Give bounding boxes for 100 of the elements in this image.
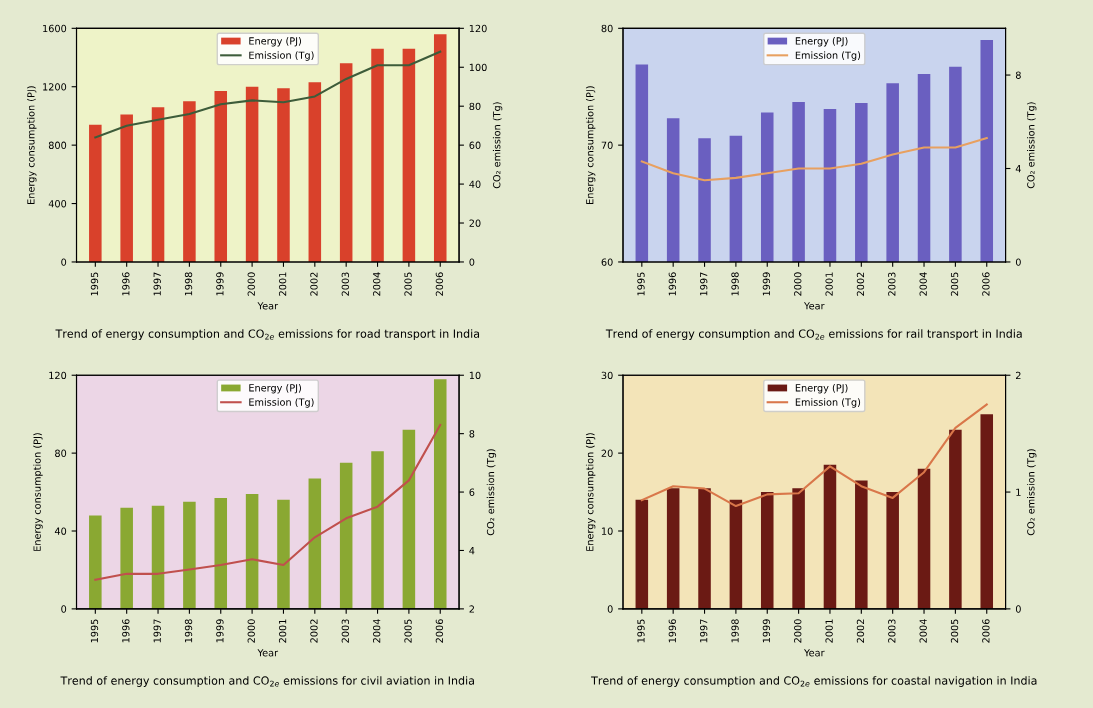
bar (339, 63, 353, 262)
x-tick-label: 1999 (216, 272, 224, 296)
x-tick-label: 2000 (247, 272, 255, 296)
y-axis-title: Energy consumption (PJ) (585, 86, 596, 204)
bar (371, 48, 384, 262)
x-tick-label: 1996 (668, 619, 676, 643)
x-tick-label: 2004 (919, 272, 927, 296)
bar (371, 451, 384, 609)
legend-label: Energy (PJ) (795, 37, 848, 47)
x-axis-title: Year (257, 302, 279, 310)
x-tick-label: 1995 (637, 619, 645, 643)
x-tick-label: 2006 (982, 619, 990, 643)
x-tick-label: 1996 (668, 272, 676, 296)
x-tick-label: 2006 (982, 272, 990, 296)
bar (855, 480, 868, 609)
y-tick-label: 0 (61, 258, 67, 266)
y2-tick-label: 0 (469, 258, 475, 266)
y-tick-label: 10 (601, 527, 613, 535)
x-tick-label: 1996 (122, 619, 130, 643)
x-tick-label: 2002 (310, 272, 318, 296)
y-tick-label: 120 (49, 371, 67, 380)
y2-tick-label: 1 (1016, 488, 1021, 496)
x-tick-label: 1998 (184, 272, 193, 296)
legend-label: Emission (Tg) (249, 398, 314, 408)
y-tick-label: 0 (61, 605, 67, 613)
x-tick-label: 2006 (435, 619, 444, 643)
x-tick-label: 2001 (278, 272, 287, 296)
line-series (640, 137, 988, 182)
text: Trend of energy consumption and CO$_{2e}$ emissions for civil aviation in India (60, 676, 474, 687)
y-axis-title: Energy consumption (PJ) (585, 433, 596, 551)
x-tick-label: 1995 (90, 619, 99, 643)
bar (120, 114, 133, 262)
y-tick-label: 1200 (43, 83, 67, 91)
y2-tick-label: 8 (1015, 71, 1021, 79)
x-axis-title: Year (803, 649, 825, 657)
y-tick-label: 1600 (43, 24, 67, 33)
x-tick-label: 2001 (825, 272, 833, 296)
legend-label: Energy (PJ) (795, 384, 848, 394)
bar (277, 499, 290, 609)
bar (245, 86, 259, 262)
x-tick-label: 2000 (794, 272, 802, 296)
bar (308, 478, 322, 609)
bar (635, 499, 649, 609)
legend-label: Energy (PJ) (249, 37, 301, 47)
x-tick-label: 2000 (247, 619, 255, 643)
x-tick-label: 2004 (373, 619, 381, 643)
bar (120, 507, 133, 609)
bar (183, 101, 196, 262)
text: Trend of energy consumption and CO$_{2e}$ emissions for rail transport in India (605, 329, 1022, 340)
bar (917, 468, 931, 609)
bar (886, 492, 899, 609)
legend-label: Emission (Tg) (795, 51, 861, 61)
bar (823, 464, 837, 609)
y-tick-label: 70 (601, 141, 613, 149)
bar (402, 48, 416, 262)
x-tick-label: 1995 (637, 272, 645, 296)
x-tick-label: 2003 (888, 619, 896, 643)
bar (214, 91, 228, 262)
x-tick-label: 1999 (216, 619, 224, 643)
x-tick-label: 2003 (341, 619, 349, 643)
y-tick-label: 80 (55, 449, 67, 457)
y2-tick-label: 60 (469, 141, 481, 149)
legend-label: Energy (PJ) (249, 384, 301, 394)
y-axis-title: Energy consumption (PJ) (27, 86, 37, 204)
y2-axis-title: CO₂ emission (Tg) (1027, 102, 1037, 189)
y2-axis-title: CO₂ emission (Tg) (486, 449, 497, 536)
text: Trend of energy consumption and CO$_{2e}$ emissions for road transport in India (55, 329, 480, 340)
y2-tick-label: 0 (1015, 605, 1021, 613)
y2-tick-label: 0 (1015, 258, 1021, 266)
y-tick-label: 40 (54, 527, 67, 535)
bar (402, 429, 416, 609)
x-tick-label: 2005 (950, 619, 959, 643)
y2-tick-label: 100 (469, 63, 487, 72)
bar (151, 107, 165, 262)
bar (308, 82, 322, 262)
line-series (94, 423, 442, 581)
x-tick-label: 2005 (404, 272, 412, 296)
y-tick-label: 20 (601, 449, 613, 457)
legend-label: Emission (Tg) (795, 398, 861, 408)
bar (89, 515, 102, 609)
y-tick-label: 30 (601, 371, 613, 380)
y-tick-label: 800 (48, 141, 67, 149)
bar (183, 501, 196, 609)
x-tick-label: 2001 (825, 619, 833, 643)
y2-axis-title: CO₂ emission (Tg) (492, 102, 503, 189)
x-tick-label: 2005 (404, 619, 412, 643)
bar (698, 488, 711, 609)
bar (433, 34, 447, 262)
x-tick-label: 2004 (919, 619, 927, 643)
bar (151, 505, 165, 609)
y2-tick-label: 80 (469, 102, 481, 111)
x-tick-label: 2002 (310, 619, 318, 643)
x-tick-label: 1996 (122, 272, 130, 296)
y2-tick-label: 2 (469, 605, 474, 613)
x-tick-label: 1995 (90, 272, 99, 296)
y-tick-label: 80 (601, 24, 613, 33)
bar (729, 499, 743, 609)
x-tick-label: 1999 (762, 272, 771, 296)
x-tick-label: 2001 (278, 619, 287, 643)
bar (792, 488, 805, 609)
